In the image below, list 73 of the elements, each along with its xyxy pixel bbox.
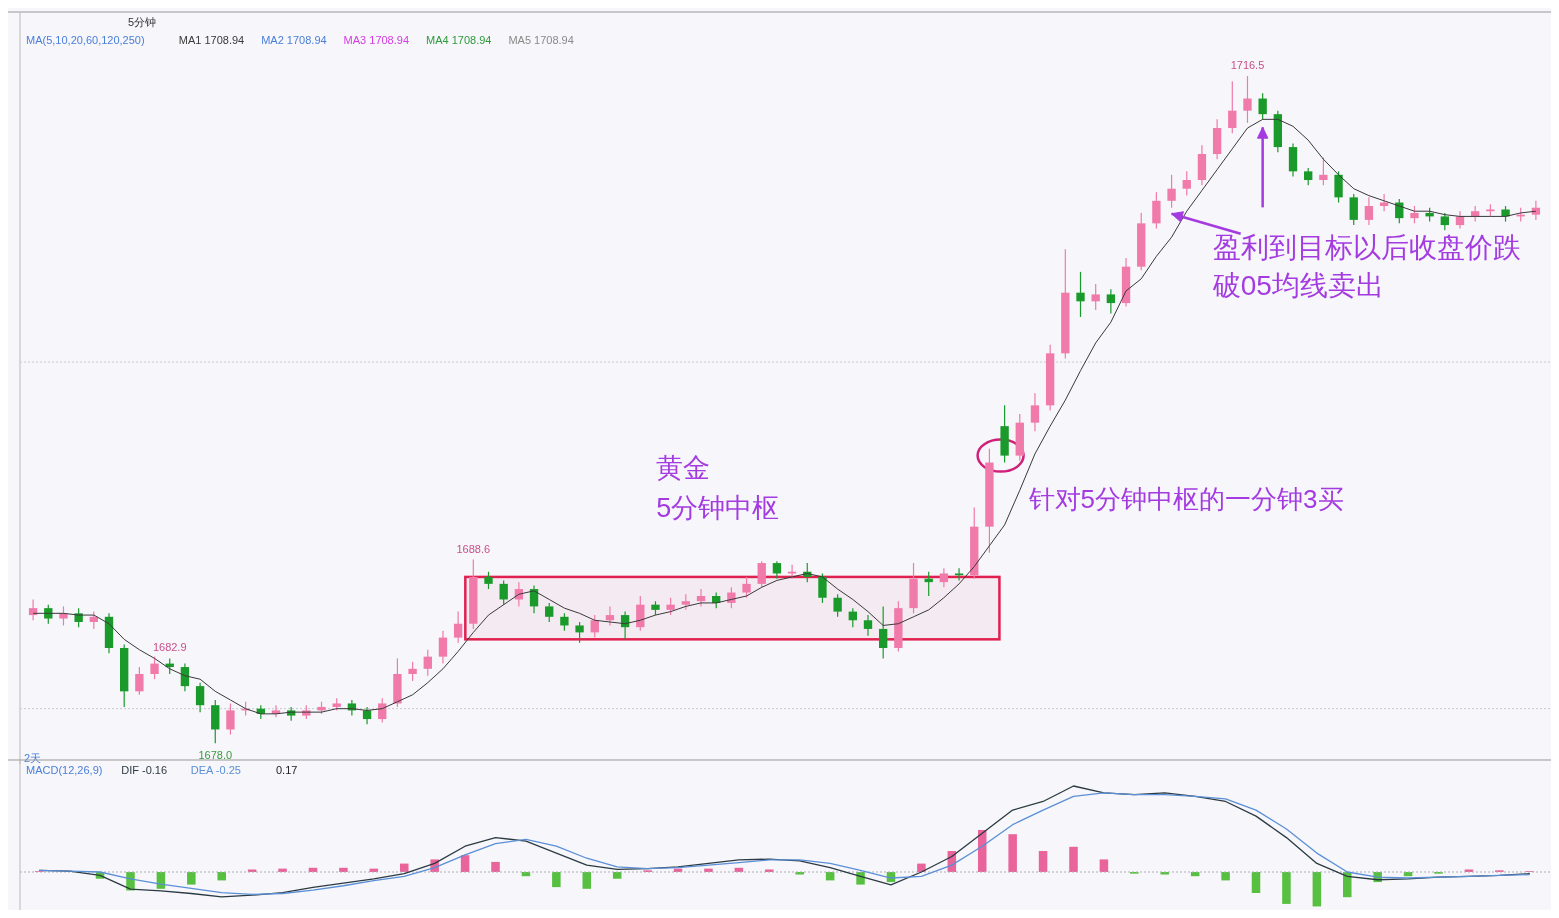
- bar: [1251, 872, 1261, 893]
- candlestick: [605, 605, 615, 627]
- annotation: 1678.0: [198, 749, 233, 762]
- text: MACD(12,26,9): [26, 764, 103, 776]
- candlestick: [878, 605, 888, 659]
- candlestick: [1152, 191, 1161, 230]
- candlestick: [1091, 283, 1100, 311]
- candlestick: [135, 666, 144, 696]
- annotation: 1682.9: [152, 641, 187, 654]
- candlestick: [575, 621, 584, 644]
- candlestick: [1167, 174, 1176, 209]
- candlestick: [195, 682, 205, 713]
- bar: [1008, 834, 1017, 872]
- text: MA4 1708.94: [426, 34, 492, 46]
- candlestick: [28, 598, 38, 621]
- text: DIF -0.16: [121, 764, 168, 776]
- bar: [1038, 851, 1048, 872]
- annotation: 1688.6: [456, 542, 491, 555]
- candlestick: [1106, 288, 1116, 315]
- candlestick: [696, 588, 706, 607]
- bar: [1343, 872, 1352, 898]
- candlestick: [438, 630, 448, 665]
- bar: [399, 863, 409, 872]
- candlestick: [1349, 193, 1358, 226]
- candlestick: [1319, 156, 1328, 186]
- bar: [1312, 872, 1322, 907]
- candlestick: [818, 572, 827, 604]
- text: MA1 1708.94: [178, 34, 245, 46]
- candlestick: [590, 614, 599, 639]
- bar: [491, 861, 500, 872]
- candlestick: [499, 579, 508, 606]
- text: MA2 1708.94: [261, 34, 327, 46]
- annotation: 1716.5: [1230, 59, 1265, 72]
- text: MA5 1708.94: [508, 34, 574, 46]
- text: MA(5,10,20,60,120,250): [26, 34, 145, 46]
- candlestick: [757, 560, 766, 588]
- candlestick: [453, 611, 463, 644]
- text: 0.17: [276, 764, 298, 776]
- candlestick: [1076, 271, 1085, 318]
- candlestick: [545, 602, 554, 623]
- candlestick: [1334, 170, 1343, 204]
- candlestick: [423, 649, 432, 677]
- candlestick: [954, 567, 964, 581]
- text: 2天: [24, 752, 42, 764]
- candlestick: [939, 567, 949, 588]
- candlestick: [408, 661, 417, 682]
- candlestick: [833, 593, 842, 618]
- candlestick: [1243, 75, 1252, 124]
- bar: [612, 872, 622, 879]
- text: MA3 1708.94: [343, 34, 410, 46]
- candlestick: [44, 604, 53, 625]
- bar: [187, 872, 196, 885]
- candlestick: [1258, 92, 1267, 120]
- annotation: 盈利到目标以后收盘价跌破05均线卖出: [1211, 232, 1521, 302]
- candlestick: [742, 576, 751, 599]
- candlestick: [1228, 80, 1237, 134]
- candlestick: [1364, 196, 1374, 226]
- bar: [582, 872, 592, 889]
- annotation: 针对5分钟中枢的一分钟3买: [1027, 483, 1344, 514]
- bar: [552, 872, 561, 888]
- candlestick: [226, 702, 235, 736]
- bar: [1069, 846, 1078, 872]
- band-label: 黄金 5分钟中枢: [656, 452, 780, 523]
- candlestick: [863, 614, 873, 637]
- candlestick: [150, 656, 159, 680]
- candlestick: [1182, 170, 1191, 197]
- bar: [217, 872, 226, 881]
- text: DEA -0.25: [190, 764, 241, 776]
- bar: [1221, 872, 1230, 881]
- bar: [1282, 872, 1291, 904]
- bar: [1099, 859, 1109, 872]
- text: 5分钟: [128, 16, 157, 28]
- candlestick: [1030, 392, 1040, 432]
